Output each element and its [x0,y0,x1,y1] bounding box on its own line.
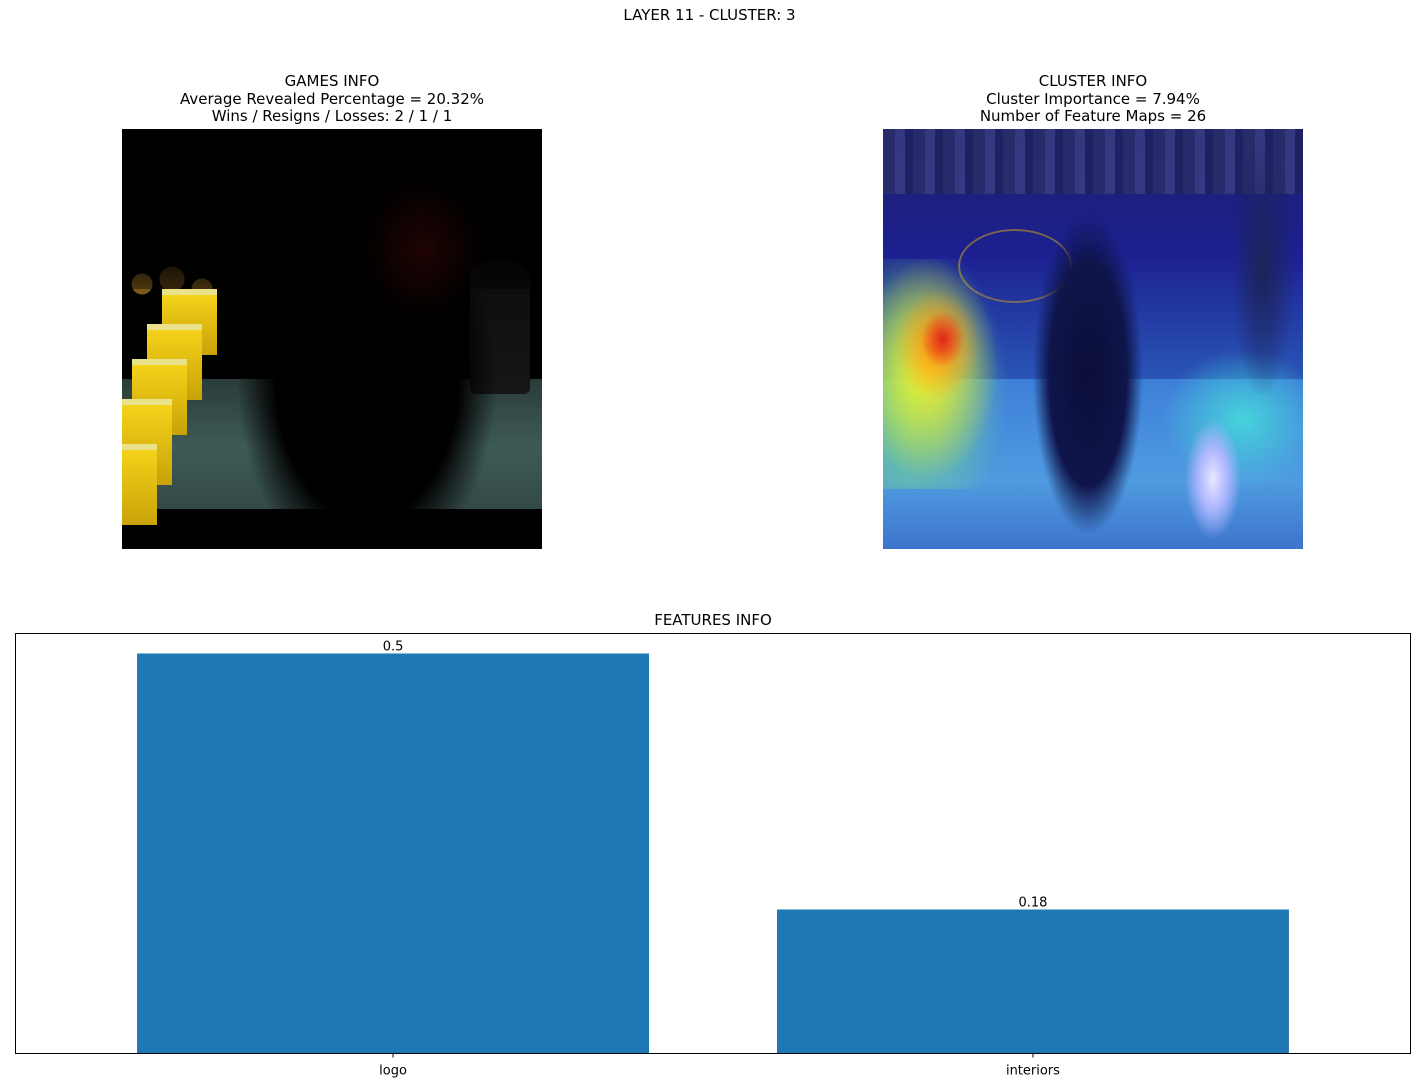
bar-value-label-logo: 0.5 [383,640,404,655]
bar-group [137,653,1289,1054]
revealed-yellow-boxes [122,289,222,525]
heatmap-right-figure [1228,129,1298,394]
x-axis-ticks: logo interiors [379,1053,1060,1079]
games-masked-image [122,129,542,549]
heatmap-hotspot [883,259,1013,489]
bar-interiors [776,909,1289,1054]
masked-center [232,209,502,549]
bar-value-label-interiors: 0.18 [1018,896,1047,911]
cluster-info-title: CLUSTER INFO [1038,72,1148,90]
bar-value-labels: 0.5 0.18 [383,640,1048,911]
heatmap-woman [1023,204,1153,544]
heatmap-dog [1183,414,1243,544]
bar-logo [137,653,650,1054]
cluster-heatmap-image [883,129,1303,549]
figure-suptitle: LAYER 11 - CLUSTER: 3 [623,6,796,24]
cluster-info-title-block: CLUSTER INFO Cluster Importance = 7.94% … [883,72,1303,126]
games-info-title: GAMES INFO [284,72,380,90]
games-info-revealed: Average Revealed Percentage = 20.32% [179,89,484,108]
x-tick-label-interiors: interiors [1006,1064,1060,1079]
games-info-results: Wins / Resigns / Losses: 2 / 1 / 1 [211,107,453,125]
cluster-info-feature-maps: Number of Feature Maps = 26 [979,107,1207,125]
features-chart-title: FEATURES INFO [654,611,772,629]
games-info-title-block: GAMES INFO Average Revealed Percentage =… [122,72,542,126]
x-tick-label-logo: logo [379,1064,407,1079]
reveal-tint [122,129,542,549]
cluster-info-importance: Cluster Importance = 7.94% [986,89,1200,108]
plot-frame [15,633,1411,1054]
